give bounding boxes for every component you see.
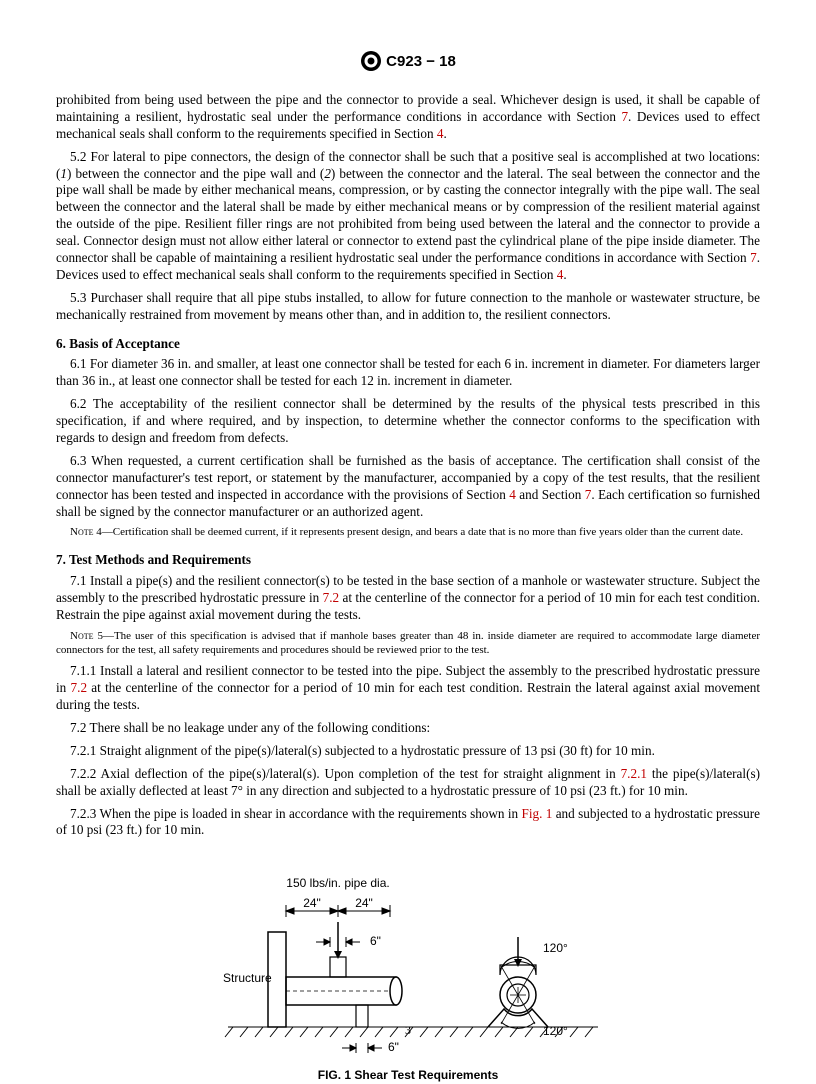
xref-7-2: 7.2: [323, 590, 339, 605]
para-5-2: 5.2 For lateral to pipe connectors, the …: [56, 149, 760, 284]
xref-fig-1: Fig. 1: [522, 806, 553, 821]
xref-7-2: 7.2: [71, 680, 87, 695]
figure-1: 150 lbs/in. pipe dia. 24" 24" 6" 6" Stru…: [56, 867, 760, 1083]
fig-dim-6a: 6": [370, 934, 381, 948]
para-6-3: 6.3 When requested, a current certificat…: [56, 453, 760, 521]
para-7-1-1: 7.1.1 Install a lateral and resilient co…: [56, 663, 760, 714]
fig-dim-24b: 24": [355, 896, 373, 910]
xref-section-7: 7: [750, 250, 757, 265]
page-number: 3: [0, 1023, 816, 1038]
page-header: C923 − 18: [56, 50, 760, 72]
para-7-2-2: 7.2.2 Axial deflection of the pipe(s)/la…: [56, 766, 760, 800]
fig-dim-6b: 6": [388, 1040, 399, 1054]
fig-angle-120a: 120°: [543, 941, 568, 955]
figure-1-caption: FIG. 1 Shear Test Requirements: [56, 1068, 760, 1083]
para-5-3: 5.3 Purchaser shall require that all pip…: [56, 290, 760, 324]
section-6-title: 6. Basis of Acceptance: [56, 336, 760, 353]
xref-7-2-1: 7.2.1: [621, 766, 647, 781]
para-5-cont: prohibited from being used between the p…: [56, 92, 760, 143]
para-6-1: 6.1 For diameter 36 in. and smaller, at …: [56, 356, 760, 390]
para-7-2-3: 7.2.3 When the pipe is loaded in shear i…: [56, 806, 760, 840]
para-7-1: 7.1 Install a pipe(s) and the resilient …: [56, 573, 760, 624]
astm-logo-icon: [360, 50, 382, 72]
note-5: Note 5—The user of this specification is…: [56, 630, 760, 658]
fig-dim-24a: 24": [303, 896, 321, 910]
para-6-2: 6.2 The acceptability of the resilient c…: [56, 396, 760, 447]
standard-designation: C923 − 18: [386, 53, 456, 70]
section-7-title: 7. Test Methods and Requirements: [56, 552, 760, 569]
fig-label-structure: Structure: [223, 971, 272, 985]
para-7-2: 7.2 There shall be no leakage under any …: [56, 720, 760, 737]
xref-section-4: 4: [509, 487, 516, 502]
fig-label-load: 150 lbs/in. pipe dia.: [286, 876, 389, 890]
note-4: Note 4—Certification shall be deemed cur…: [56, 526, 760, 540]
para-7-2-1: 7.2.1 Straight alignment of the pipe(s)/…: [56, 743, 760, 760]
